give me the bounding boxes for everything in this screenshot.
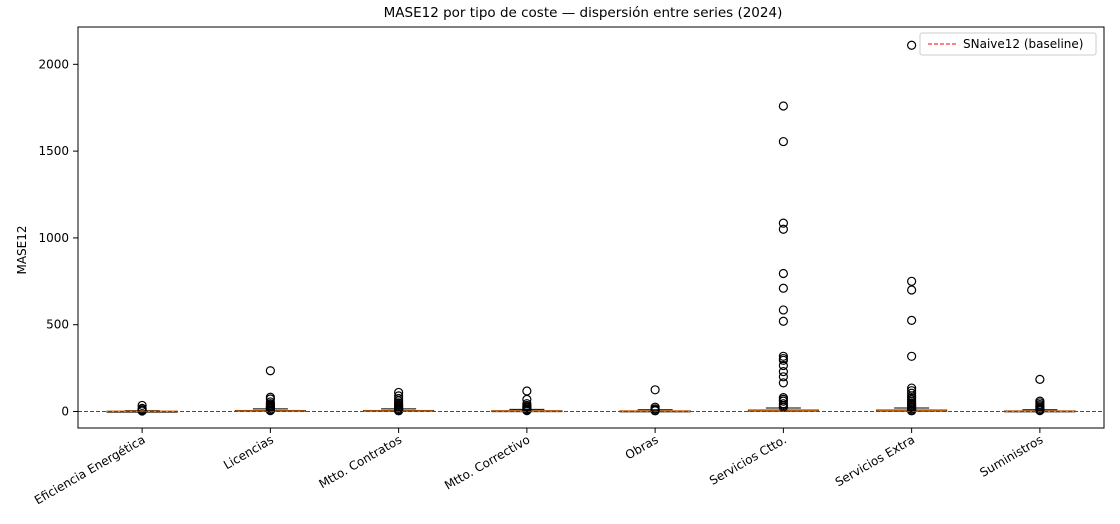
- outlier-point: [778, 224, 788, 234]
- y-tick-label: 500: [46, 318, 69, 332]
- box-group: [619, 385, 691, 416]
- box-group: [747, 101, 819, 413]
- x-tick-label: Servicios Ctto.: [707, 432, 789, 487]
- outlier-point: [907, 386, 917, 396]
- outlier-point: [650, 406, 660, 416]
- box-group: [106, 400, 178, 416]
- box-group: [491, 386, 563, 416]
- x-tick-label: Licencias: [221, 432, 276, 472]
- outlier-point: [522, 406, 532, 416]
- outlier-point: [778, 372, 788, 382]
- y-axis-ticks: 0 500 1000 1500 2000: [38, 57, 78, 419]
- y-tick-label: 2000: [38, 57, 69, 71]
- outlier-point: [778, 360, 788, 371]
- y-tick-label: 1000: [38, 231, 69, 245]
- x-tick-label: Obras: [623, 432, 661, 462]
- chart-title: MASE12 por tipo de coste — dispersión en…: [384, 5, 783, 21]
- outlier-point: [1035, 374, 1045, 384]
- outlier-point: [778, 396, 788, 406]
- outlier-point: [907, 276, 917, 286]
- outlier-point: [778, 268, 788, 279]
- outlier-point: [650, 385, 660, 395]
- plot-frame: [77, 26, 1105, 429]
- x-tick-label: Mtto. Correctivo: [442, 432, 532, 492]
- outlier-point: [907, 351, 917, 361]
- outlier-point: [778, 136, 788, 147]
- outlier-point: [394, 406, 404, 416]
- outlier-point: [778, 305, 788, 315]
- outlier-point: [778, 366, 788, 377]
- outlier-point: [907, 315, 917, 325]
- outlier-point: [907, 40, 917, 50]
- outlier-point: [907, 285, 917, 295]
- outlier-point: [778, 283, 788, 293]
- box-group: [876, 40, 948, 416]
- x-tick-label: Mtto. Contratos: [316, 432, 404, 491]
- x-tick-label: Eficiencia Energética: [32, 432, 148, 507]
- outlier-point: [907, 406, 917, 416]
- y-tick-label: 0: [61, 405, 69, 419]
- x-axis-ticks: Eficiencia Energética Licencias Mtto. Cont…: [32, 428, 1045, 507]
- outlier-point: [778, 316, 788, 326]
- x-tick-label: Suministros: [977, 432, 1045, 479]
- legend: SNaive12 (baseline): [919, 32, 1097, 56]
- outlier-point: [137, 400, 147, 411]
- outlier-point: [778, 355, 788, 365]
- outlier-point: [265, 366, 275, 376]
- outlier-point: [778, 378, 788, 388]
- outlier-point: [265, 406, 275, 416]
- y-axis-label: MASE12: [15, 225, 29, 274]
- legend-box: [919, 32, 1097, 56]
- outlier-point: [137, 406, 147, 416]
- box-group: [1004, 374, 1076, 416]
- x-tick-label: Servicios Extra: [833, 432, 917, 489]
- outlier-point: [778, 218, 788, 228]
- y-tick-label: 1500: [38, 144, 69, 158]
- plot-area: [78, 40, 1104, 416]
- outlier-point: [1035, 406, 1045, 416]
- box-group: [234, 366, 306, 416]
- legend-entry-baseline: SNaive12 (baseline): [963, 37, 1083, 51]
- outlier-point: [522, 386, 532, 396]
- box-group: [363, 387, 435, 416]
- outlier-point: [778, 101, 788, 111]
